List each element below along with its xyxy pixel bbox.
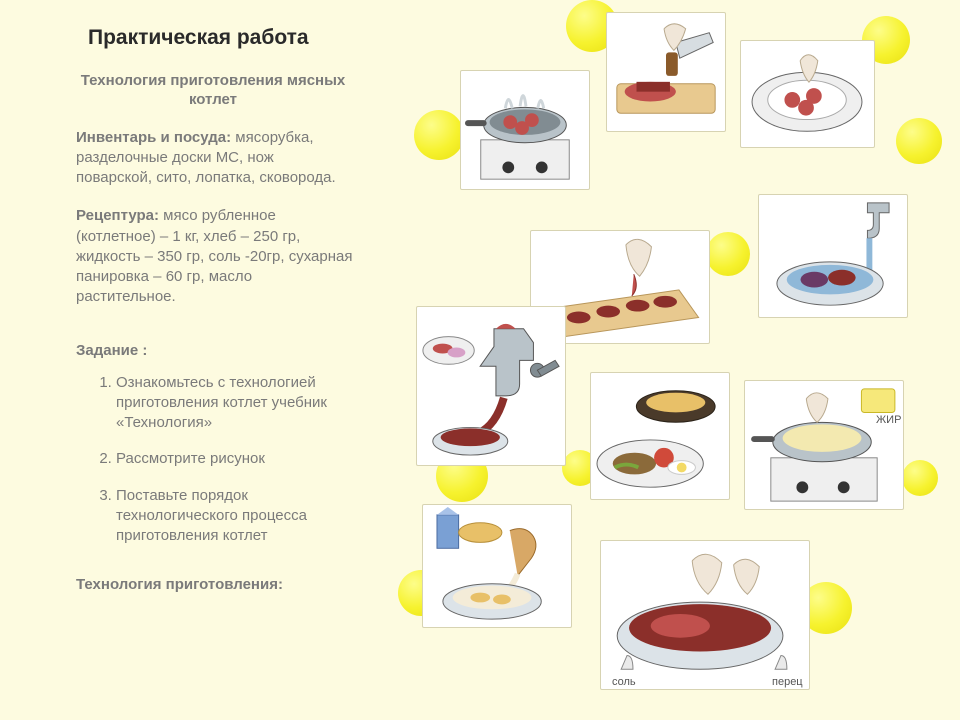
plate-top-icon	[741, 41, 874, 147]
tile-serving	[590, 372, 730, 500]
tile-frying	[460, 70, 590, 190]
tile-washing	[758, 194, 908, 318]
task-item: Поставьте порядок технологического проце…	[116, 486, 350, 547]
number-bubble	[706, 232, 750, 276]
grinder-icon	[417, 307, 565, 465]
subtitle: Технология приготовления мясных котлет	[76, 72, 380, 110]
stove-fat-icon	[745, 381, 903, 509]
serving-icon	[591, 373, 729, 499]
tile-stove-fat	[744, 380, 904, 510]
recipe-label: Рецептура:	[76, 207, 159, 224]
tile-mixing	[600, 540, 810, 690]
mixing-icon	[601, 541, 809, 689]
milk-bowl-icon	[423, 505, 571, 627]
tile-grinder	[416, 306, 566, 466]
tile-milk-bowl	[422, 504, 572, 628]
inventory-block: Инвентарь и посуда: мясорубка, разделочн…	[76, 128, 380, 189]
fat-caption: ЖИР	[876, 414, 901, 426]
text-column: Практическая работа Технология приготовл…	[0, 0, 400, 720]
salt-caption: соль	[612, 676, 636, 688]
tile-plate-top	[740, 40, 875, 148]
frying-icon	[461, 71, 589, 189]
washing-icon	[759, 195, 907, 317]
number-bubble	[414, 110, 464, 160]
pepper-caption: перец	[772, 676, 803, 688]
tile-cutting	[606, 12, 726, 132]
inventory-label: Инвентарь и посуда:	[76, 129, 231, 146]
number-bubble	[896, 118, 942, 164]
task-header: Задание :	[76, 342, 380, 359]
task-list: Ознакомьтесь с технологией приготовления…	[76, 373, 380, 547]
illustration-area: ЖИР	[400, 0, 960, 720]
recipe-block: Рецептура: мясо рубленное (котлетное) – …	[76, 206, 380, 307]
page-title: Практическая работа	[88, 26, 380, 50]
number-bubble	[902, 460, 938, 496]
task-item: Ознакомьтесь с технологией приготовления…	[116, 373, 350, 434]
technology-header: Технология приготовления:	[76, 576, 380, 593]
task-item: Рассмотрите рисунок	[116, 449, 350, 469]
cutting-icon	[607, 13, 725, 131]
